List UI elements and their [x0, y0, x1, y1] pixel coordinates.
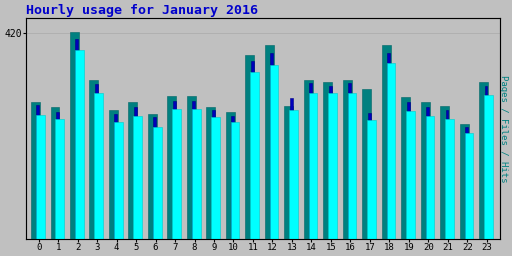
Bar	[36, 115, 45, 239]
Bar	[368, 113, 371, 239]
Bar	[231, 122, 240, 239]
Bar	[445, 119, 454, 239]
Bar	[51, 108, 59, 239]
Bar	[289, 110, 298, 239]
Bar	[90, 80, 98, 239]
Bar	[362, 89, 371, 239]
Bar	[226, 112, 234, 239]
Bar	[148, 114, 157, 239]
Bar	[109, 110, 118, 239]
Bar	[251, 61, 253, 239]
Bar	[328, 93, 337, 239]
Bar	[284, 106, 293, 239]
Bar	[172, 109, 181, 239]
Bar	[167, 96, 176, 239]
Bar	[55, 119, 64, 239]
Bar	[309, 93, 317, 239]
Bar	[56, 112, 59, 239]
Text: Hourly usage for January 2016: Hourly usage for January 2016	[26, 4, 258, 17]
Bar	[193, 101, 195, 239]
Bar	[36, 105, 39, 239]
Bar	[250, 72, 259, 239]
Bar	[187, 96, 196, 239]
Bar	[270, 65, 279, 239]
Bar	[95, 84, 98, 239]
Bar	[114, 114, 117, 239]
Bar	[407, 102, 410, 239]
Bar	[153, 127, 162, 239]
Bar	[206, 108, 215, 239]
Bar	[270, 52, 273, 239]
Bar	[348, 83, 351, 239]
Bar	[329, 86, 332, 239]
Bar	[421, 102, 430, 239]
Bar	[324, 82, 332, 239]
Bar	[387, 52, 390, 239]
Bar	[348, 93, 356, 239]
Bar	[479, 82, 488, 239]
Bar	[465, 127, 468, 239]
Bar	[425, 116, 434, 239]
Bar	[309, 83, 312, 239]
Bar	[367, 120, 376, 239]
Bar	[460, 124, 468, 239]
Bar	[304, 80, 313, 239]
Bar	[464, 133, 473, 239]
Bar	[382, 45, 391, 239]
Bar	[70, 32, 79, 239]
Bar	[75, 50, 83, 239]
Bar	[484, 95, 493, 239]
Bar	[445, 110, 449, 239]
Bar	[134, 108, 137, 239]
Bar	[173, 101, 176, 239]
Bar	[211, 117, 220, 239]
Bar	[406, 111, 415, 239]
Bar	[265, 45, 274, 239]
Bar	[231, 116, 234, 239]
Y-axis label: Pages / Files / Hits: Pages / Files / Hits	[499, 75, 508, 182]
Bar	[75, 39, 78, 239]
Bar	[31, 102, 40, 239]
Bar	[94, 93, 103, 239]
Bar	[343, 80, 352, 239]
Bar	[191, 109, 201, 239]
Bar	[440, 106, 449, 239]
Bar	[290, 98, 292, 239]
Bar	[387, 63, 395, 239]
Bar	[426, 108, 429, 239]
Bar	[245, 55, 254, 239]
Bar	[129, 102, 137, 239]
Bar	[133, 116, 142, 239]
Bar	[212, 110, 215, 239]
Bar	[401, 97, 410, 239]
Bar	[114, 122, 122, 239]
Bar	[153, 117, 156, 239]
Bar	[484, 86, 487, 239]
